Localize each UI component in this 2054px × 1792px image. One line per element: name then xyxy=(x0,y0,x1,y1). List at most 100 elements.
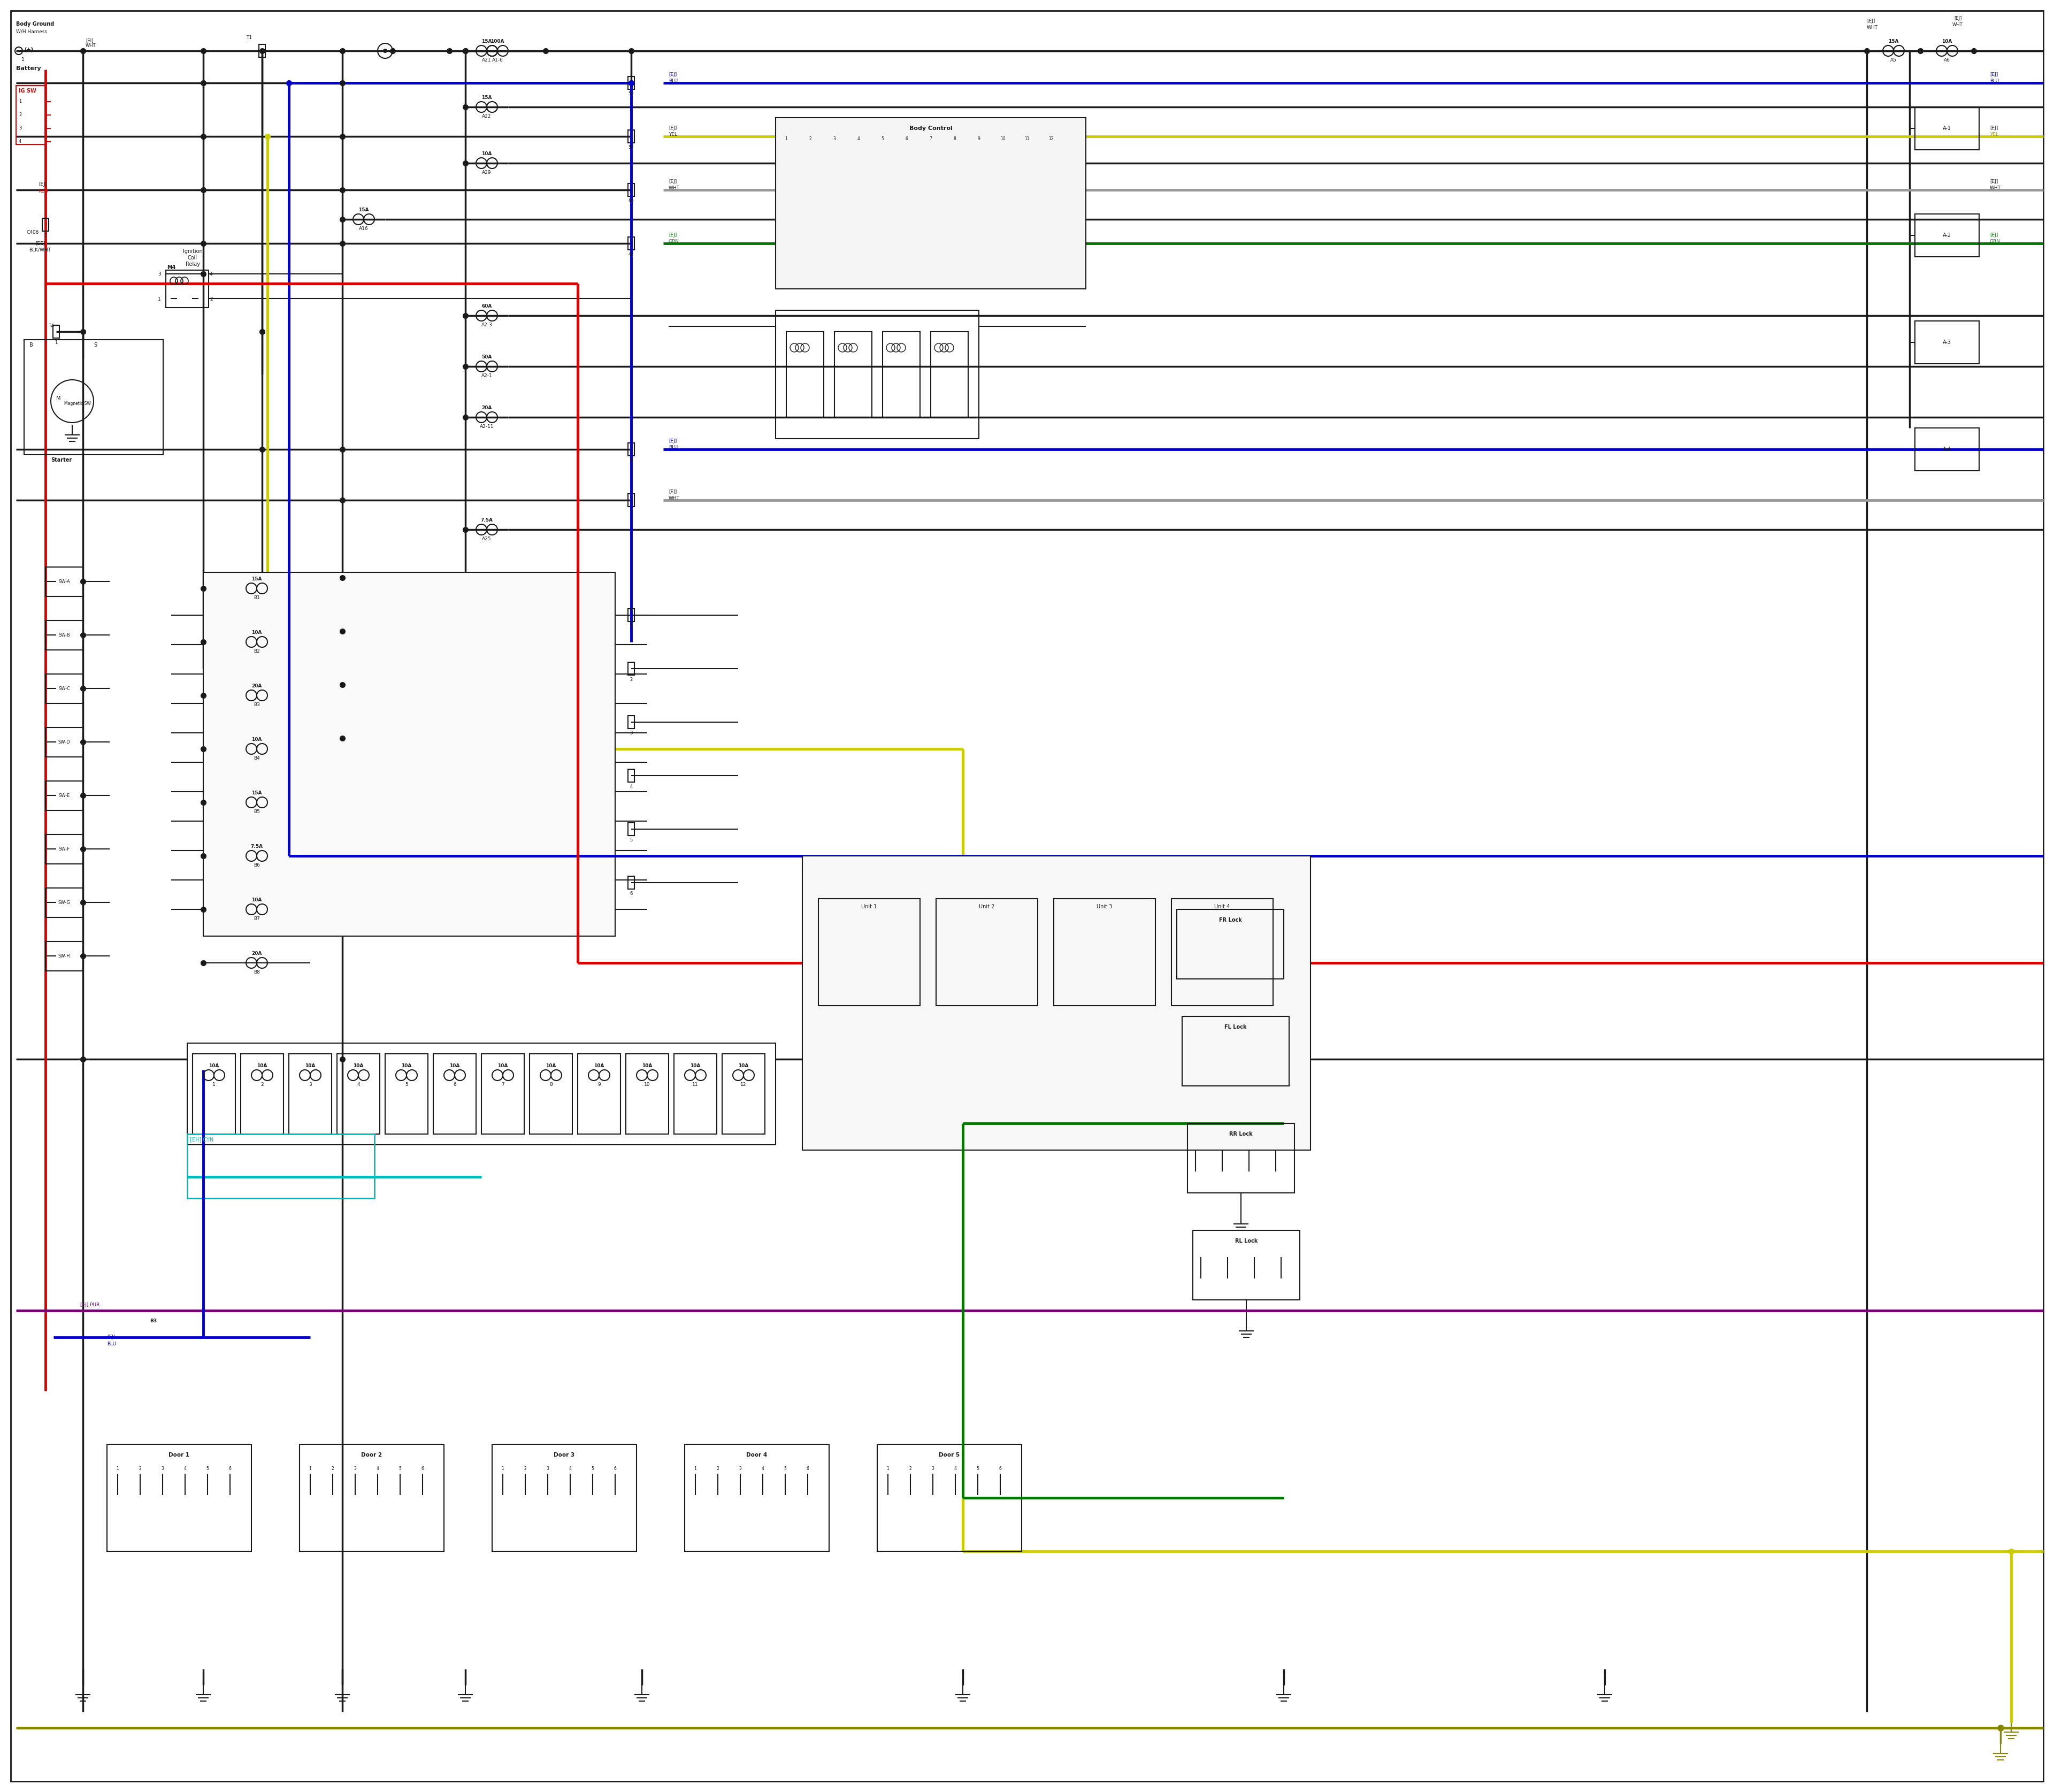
Text: YEL: YEL xyxy=(1990,133,1999,136)
Text: Body Ground: Body Ground xyxy=(16,22,53,27)
Bar xyxy=(45,889,82,918)
Text: 10A: 10A xyxy=(353,1063,364,1068)
Text: B1: B1 xyxy=(253,595,261,600)
Text: T1: T1 xyxy=(246,36,253,39)
Text: BLU: BLU xyxy=(670,79,678,84)
Bar xyxy=(776,118,1087,289)
Text: A2-11: A2-11 xyxy=(481,425,493,428)
Text: A-2: A-2 xyxy=(1943,233,1951,238)
Text: A-4: A-4 xyxy=(1943,446,1951,452)
Text: Coil: Coil xyxy=(187,254,197,260)
Bar xyxy=(803,857,1310,1150)
Text: A6: A6 xyxy=(1943,57,1949,63)
Text: 6: 6 xyxy=(228,1466,232,1471)
Text: 2: 2 xyxy=(717,1466,719,1471)
Text: 7: 7 xyxy=(501,1082,505,1088)
Text: 10A: 10A xyxy=(251,898,263,903)
Text: B5: B5 xyxy=(253,810,261,814)
Text: 2: 2 xyxy=(18,113,21,116)
Text: 2: 2 xyxy=(809,136,811,142)
Bar xyxy=(1183,1016,1290,1086)
Text: 2: 2 xyxy=(524,1466,526,1471)
Text: Door 3: Door 3 xyxy=(555,1452,575,1457)
Text: A29: A29 xyxy=(483,170,491,176)
Bar xyxy=(433,1054,477,1134)
Bar xyxy=(43,219,49,231)
Text: 5: 5 xyxy=(785,1466,787,1471)
Text: 15A: 15A xyxy=(481,39,493,43)
Text: A22: A22 xyxy=(483,115,491,118)
Text: 2: 2 xyxy=(331,1466,335,1471)
Bar xyxy=(883,332,920,418)
Text: 4: 4 xyxy=(376,1466,378,1471)
Bar xyxy=(877,1444,1021,1552)
Text: 2: 2 xyxy=(631,677,633,683)
Text: WHT: WHT xyxy=(670,186,680,190)
Bar xyxy=(629,715,635,729)
Text: T4: T4 xyxy=(47,324,53,328)
Text: 10: 10 xyxy=(1000,136,1006,142)
Text: 1: 1 xyxy=(158,297,160,301)
Bar xyxy=(203,572,614,935)
Text: 5: 5 xyxy=(631,837,633,842)
Bar xyxy=(493,1444,637,1552)
Bar xyxy=(193,1054,236,1134)
Bar xyxy=(187,1043,776,1145)
Bar xyxy=(776,310,980,439)
Text: 8: 8 xyxy=(953,136,955,142)
Text: 3: 3 xyxy=(546,1466,548,1471)
Bar xyxy=(16,86,45,145)
Bar xyxy=(300,1444,444,1552)
Text: B4: B4 xyxy=(253,756,261,760)
Bar xyxy=(45,941,82,971)
Bar xyxy=(386,1054,427,1134)
Bar xyxy=(45,728,82,756)
Text: RR Lock: RR Lock xyxy=(1228,1131,1253,1136)
Bar xyxy=(817,898,920,1005)
Text: GRN: GRN xyxy=(1990,238,2001,244)
Text: 15A: 15A xyxy=(251,577,263,581)
Text: IG SW: IG SW xyxy=(18,88,37,93)
Text: 2: 2 xyxy=(210,297,214,301)
Bar xyxy=(337,1054,380,1134)
Text: RED: RED xyxy=(37,188,47,194)
Text: 8: 8 xyxy=(548,1082,553,1088)
Bar xyxy=(1177,909,1284,978)
Text: Unit 4: Unit 4 xyxy=(1214,903,1230,909)
Text: 11: 11 xyxy=(1025,136,1029,142)
Text: Ignition: Ignition xyxy=(183,249,203,254)
Bar xyxy=(629,443,635,455)
Text: 3: 3 xyxy=(834,136,836,142)
Text: 15A: 15A xyxy=(359,208,370,213)
Text: 9: 9 xyxy=(978,136,980,142)
Text: RL Lock: RL Lock xyxy=(1234,1238,1257,1244)
Text: [EJ]: [EJ] xyxy=(1990,125,1999,131)
Text: Relay: Relay xyxy=(185,262,199,267)
Text: 4: 4 xyxy=(631,785,633,788)
Text: C406: C406 xyxy=(27,229,39,235)
Text: WHT: WHT xyxy=(1867,25,1877,30)
Bar xyxy=(1187,1124,1294,1193)
Text: 7: 7 xyxy=(928,136,933,142)
Text: 10A: 10A xyxy=(690,1063,700,1068)
Text: 66: 66 xyxy=(629,199,635,202)
Text: 5: 5 xyxy=(398,1466,401,1471)
Text: 59: 59 xyxy=(629,91,635,97)
Text: SW-C: SW-C xyxy=(58,686,70,692)
Bar xyxy=(259,45,265,57)
Text: 20A: 20A xyxy=(251,683,263,688)
Text: 1: 1 xyxy=(631,624,633,629)
Text: [EJ]: [EJ] xyxy=(1867,18,1875,23)
Text: Body Control: Body Control xyxy=(910,125,953,131)
Text: [EJ]: [EJ] xyxy=(1990,233,1999,238)
Bar xyxy=(629,823,635,835)
Text: Unit 3: Unit 3 xyxy=(1097,903,1113,909)
Text: A-1: A-1 xyxy=(1943,125,1951,131)
Text: 6: 6 xyxy=(454,1082,456,1088)
Text: 1: 1 xyxy=(212,1082,216,1088)
Bar xyxy=(530,1054,573,1134)
Text: 50A: 50A xyxy=(481,355,493,360)
Text: 12: 12 xyxy=(739,1082,746,1088)
Text: 3: 3 xyxy=(739,1466,741,1471)
Text: Magnetic SW: Magnetic SW xyxy=(64,401,90,407)
